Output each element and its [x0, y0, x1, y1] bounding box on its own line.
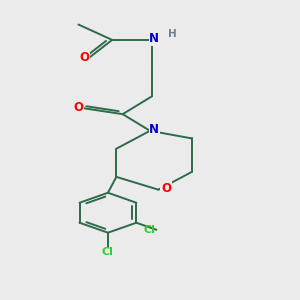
Text: N: N	[149, 32, 159, 45]
Text: O: O	[74, 101, 83, 114]
Text: Cl: Cl	[102, 247, 114, 257]
Text: Cl: Cl	[143, 225, 155, 235]
Text: O: O	[161, 182, 171, 195]
Text: H: H	[168, 29, 177, 39]
Text: O: O	[79, 51, 89, 64]
Text: N: N	[149, 123, 159, 136]
